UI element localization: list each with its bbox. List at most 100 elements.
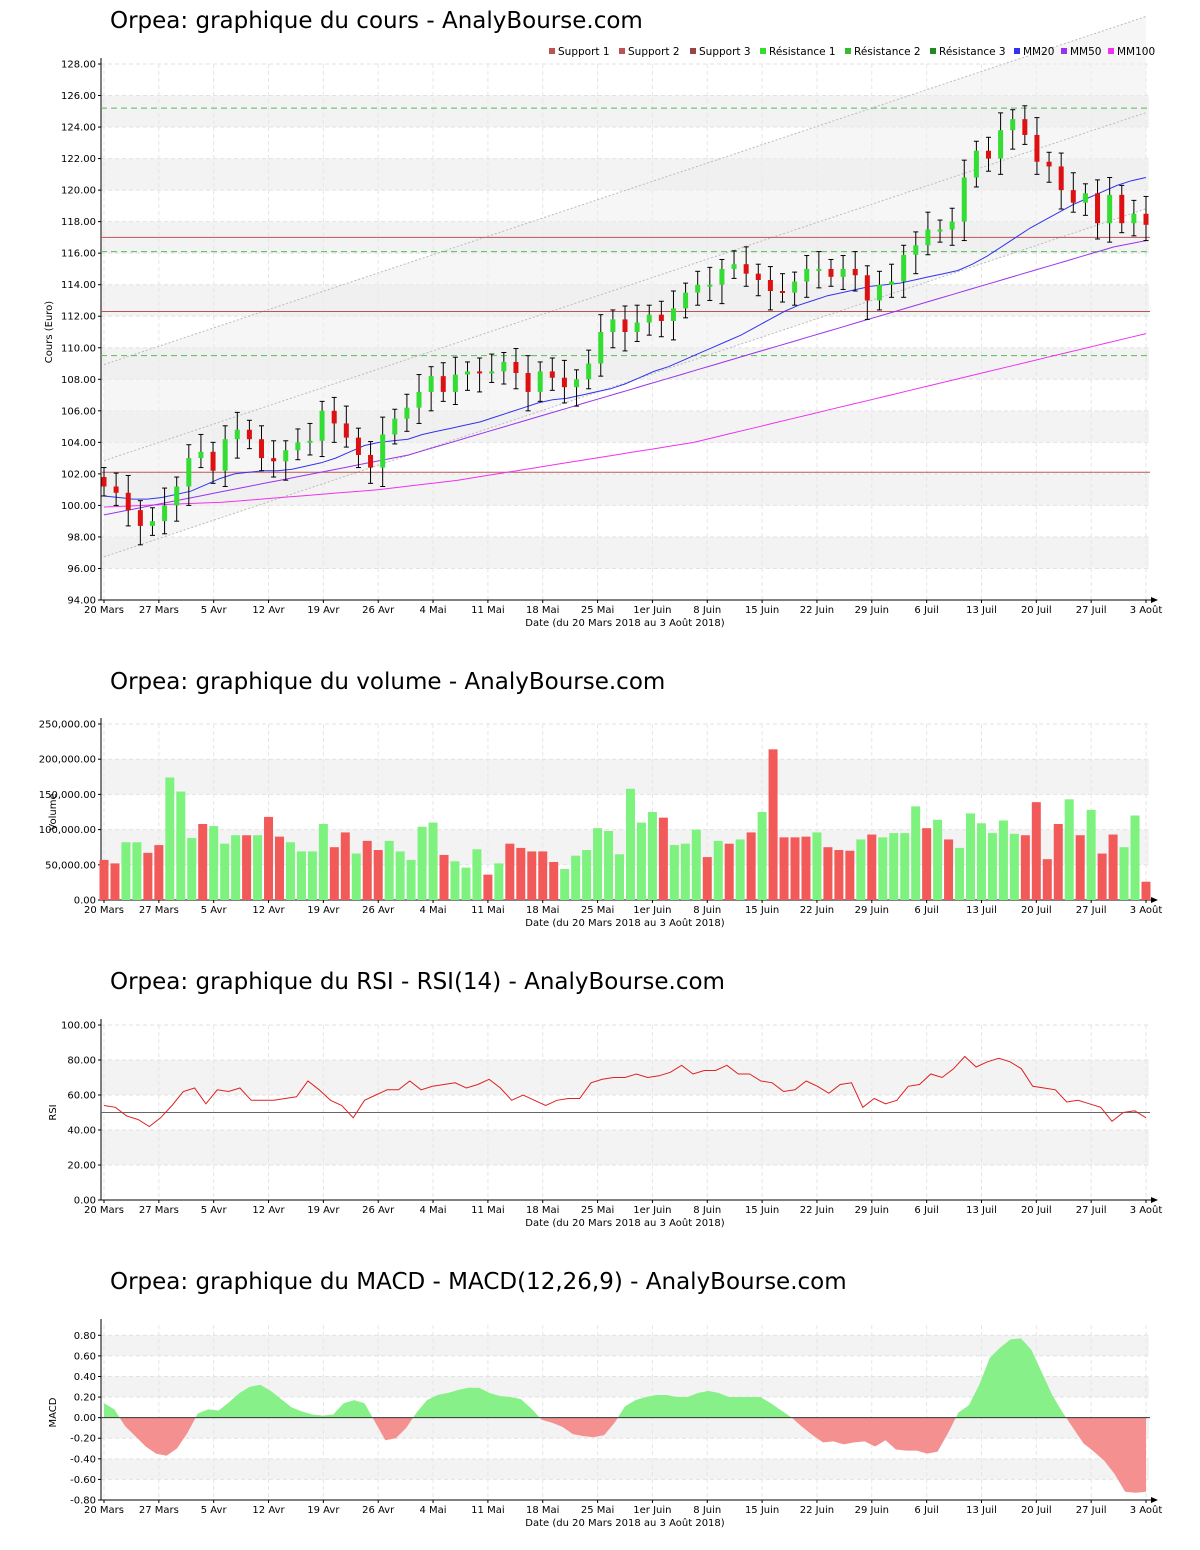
volume-bar — [110, 863, 120, 900]
volume-x-tick-label: 29 Juin — [855, 905, 889, 916]
price-legend-label: Résistance 3 — [939, 46, 1006, 58]
macd-negative-area — [1066, 1417, 1146, 1493]
macd-x-tick-label: 22 Juin — [800, 1505, 834, 1516]
price-x-tick-label: 5 Avr — [201, 605, 228, 616]
volume-x-tick-label: 13 Juil — [966, 905, 997, 916]
macd-x-tick-label: 15 Juin — [745, 1505, 779, 1516]
volume-x-tick-label: 1er Juin — [633, 905, 671, 916]
volume-bar — [516, 847, 526, 900]
volume-bar — [867, 834, 877, 900]
price-candle — [513, 361, 519, 373]
price-candle — [331, 410, 337, 424]
volume-x-tick-label: 19 Avr — [307, 905, 340, 916]
price-y-tick-label: 124.00 — [61, 123, 96, 134]
volume-bar — [691, 829, 701, 900]
volume-bar — [1064, 799, 1074, 900]
price-candle — [149, 521, 155, 526]
volume-bar — [976, 823, 986, 900]
price-y-tick-label: 120.00 — [61, 186, 96, 197]
price-candle — [816, 268, 822, 271]
volume-bar — [209, 826, 219, 900]
macd-y-tick-label: -0.20 — [70, 1434, 96, 1445]
price-x-tick-label: 27 Mars — [139, 605, 179, 616]
macd-positive-area — [195, 1384, 373, 1418]
price-candle — [404, 407, 410, 419]
price-x-tick-label: 27 Juil — [1076, 605, 1107, 616]
volume-bar — [987, 833, 997, 900]
rsi-grid-band — [101, 1130, 1149, 1165]
price-candle — [743, 264, 749, 274]
rsi-x-tick-label: 12 Avr — [252, 1205, 285, 1216]
macd-x-tick-label: 20 Mars — [84, 1505, 124, 1516]
price-candle — [452, 374, 458, 392]
volume-bar — [307, 851, 317, 900]
rsi-x-axis-arrow — [1151, 1197, 1158, 1203]
macd-chart-panel: Orpea: graphique du MACD - MACD(12,26,9)… — [0, 1240, 1200, 1550]
rsi-x-tick-label: 15 Juin — [745, 1205, 779, 1216]
volume-bar — [658, 817, 668, 900]
volume-y-axis-label: Volume — [48, 793, 59, 830]
price-candle — [707, 284, 713, 287]
price-candle — [792, 281, 798, 293]
price-candle — [876, 284, 882, 301]
macd-y-tick-label: 0.80 — [74, 1331, 96, 1342]
macd-y-tick-label: 0.20 — [74, 1393, 96, 1404]
volume-y-tick-label: 100,000.00 — [39, 825, 96, 836]
volume-bar — [1086, 809, 1096, 900]
price-candle — [852, 268, 858, 276]
volume-bar — [746, 832, 756, 900]
volume-bar — [373, 850, 383, 900]
price-candle — [658, 314, 664, 321]
volume-bar — [285, 842, 295, 900]
volume-bar — [329, 847, 339, 900]
price-y-tick-label: 118.00 — [61, 217, 96, 228]
macd-y-tick-label: 0.40 — [74, 1372, 96, 1383]
price-chart-title: Orpea: graphique du cours - AnalyBourse.… — [110, 8, 643, 34]
volume-bar — [998, 820, 1008, 900]
price-x-tick-label: 20 Mars — [84, 605, 124, 616]
macd-x-tick-label: 20 Juil — [1021, 1505, 1052, 1516]
price-candle — [174, 486, 180, 506]
volume-bar — [955, 847, 965, 900]
volume-bar — [560, 869, 570, 900]
price-candle — [937, 229, 943, 232]
volume-bar — [801, 836, 811, 900]
price-candle — [913, 245, 919, 255]
price-trend-line — [103, 112, 1147, 462]
price-legend-swatch — [1061, 48, 1067, 54]
price-candle — [719, 268, 725, 285]
rsi-y-tick-label: 0.00 — [74, 1196, 96, 1207]
rsi-y-tick-label: 40.00 — [67, 1126, 96, 1137]
price-candle — [137, 510, 143, 526]
volume-chart-title: Orpea: graphique du volume - AnalyBourse… — [110, 669, 666, 695]
price-candle — [125, 492, 131, 511]
price-x-tick-label: 25 Mai — [581, 605, 614, 616]
price-candle — [343, 423, 349, 438]
price-candle — [1131, 213, 1137, 224]
volume-x-tick-label: 26 Avr — [362, 905, 395, 916]
macd-y-tick-label: -0.80 — [70, 1496, 96, 1507]
volume-bar — [143, 852, 153, 900]
price-mm20-line — [103, 177, 1147, 500]
macd-negative-area — [539, 1417, 618, 1438]
rsi-x-axis-label: Date (du 20 Mars 2018 au 3 Août 2018) — [525, 1217, 724, 1229]
volume-bar — [494, 863, 504, 900]
price-legend-label: Support 2 — [628, 46, 680, 58]
price-y-tick-label: 116.00 — [61, 249, 96, 260]
volume-bar — [296, 851, 306, 900]
price-grid-band — [101, 536, 1149, 569]
volume-bar — [812, 832, 822, 900]
volume-bar — [154, 845, 164, 900]
volume-bar — [669, 845, 679, 900]
price-candle — [319, 410, 325, 441]
price-candle — [1070, 190, 1076, 203]
rsi-chart-panel: Orpea: graphique du RSI - RSI(14) - Anal… — [0, 940, 1200, 1240]
price-candle — [598, 332, 604, 364]
rsi-x-tick-label: 18 Mai — [526, 1205, 559, 1216]
volume-bar — [220, 843, 230, 900]
price-x-tick-label: 1er Juin — [633, 605, 671, 616]
rsi-x-tick-label: 27 Juil — [1076, 1205, 1107, 1216]
volume-bar — [1020, 835, 1030, 900]
price-x-tick-label: 22 Juin — [800, 605, 834, 616]
volume-bar — [187, 838, 197, 900]
